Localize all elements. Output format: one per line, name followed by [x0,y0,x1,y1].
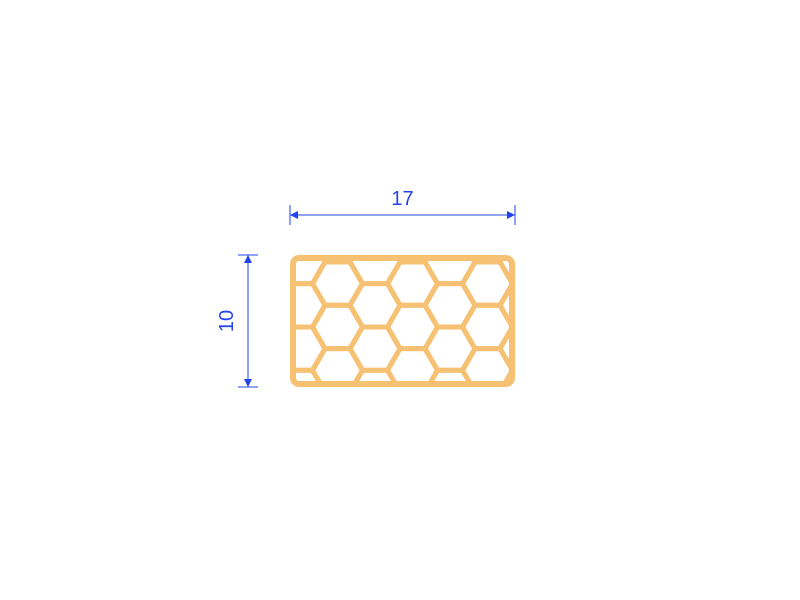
dimension-left [238,255,258,387]
dimension-top-label: 17 [391,188,413,210]
profile-rect-fill [290,255,515,387]
dimension-left-label: 10 [216,310,238,332]
